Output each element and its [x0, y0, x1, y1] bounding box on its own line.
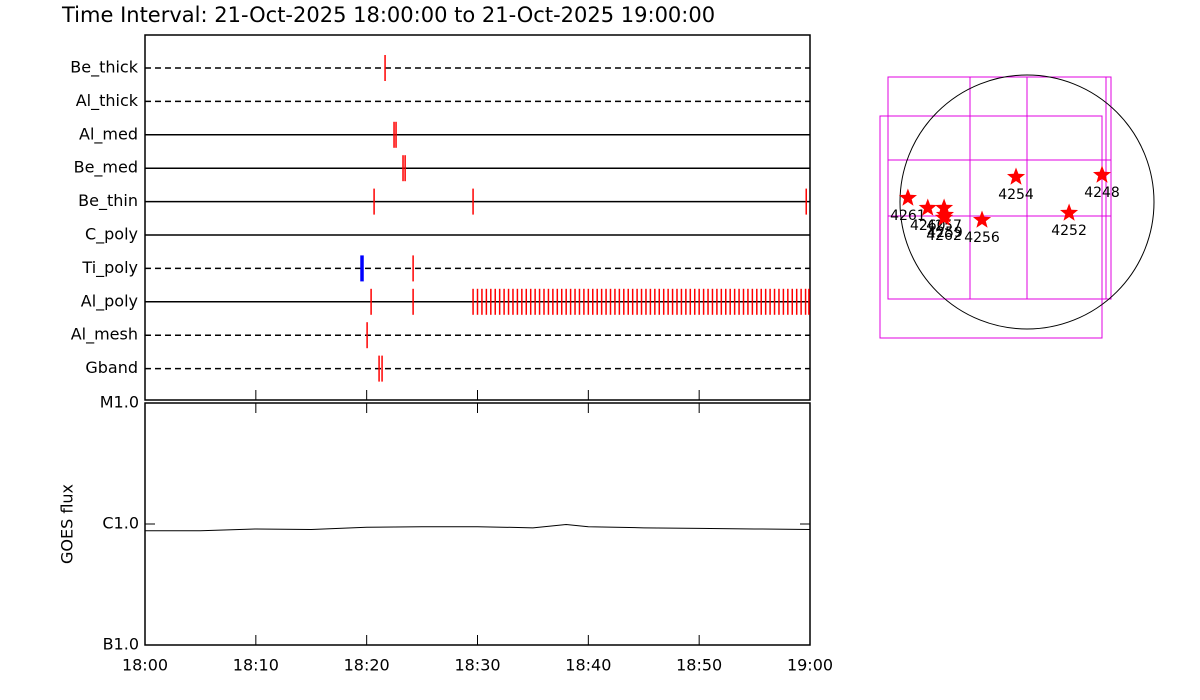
ar-star: [898, 188, 917, 206]
x-tick-label: 19:00: [787, 656, 833, 675]
x-tick-label: 18:10: [233, 656, 279, 675]
y-axis-label: GOES flux: [58, 484, 77, 564]
row-label: Gband: [85, 358, 138, 377]
x-tick-label: 18:20: [344, 656, 390, 675]
row-label: Al_med: [79, 124, 138, 144]
fov-box: [887, 76, 1112, 300]
fov-box: [879, 115, 1103, 339]
y-tick-label: C1.0: [102, 514, 139, 533]
ar-label: 4248: [1084, 185, 1120, 201]
ar-label: 4260: [910, 218, 946, 234]
fov-boxes: [879, 76, 1112, 339]
goes-line: [145, 524, 811, 532]
ar-label: 4252: [1051, 223, 1087, 239]
x-tick-label: 18:30: [454, 656, 500, 675]
timeline-frame: [144, 34, 811, 401]
ar-star: [935, 205, 954, 223]
ar-star: [1093, 165, 1111, 183]
goes-frame: [144, 402, 811, 646]
y-tick-label: M1.0: [100, 393, 139, 412]
ar-star: [935, 198, 954, 216]
ar-label: 4256: [964, 230, 1000, 246]
row-label: C_poly: [85, 225, 138, 245]
ar-star: [1007, 167, 1026, 185]
ar-label: 4261: [890, 208, 926, 224]
row-label: Al_poly: [81, 291, 138, 311]
ar-star: [918, 198, 937, 216]
row-label: Al_mesh: [71, 325, 138, 345]
x-tick-label: 18:00: [122, 656, 168, 675]
row-label: Al_thick: [76, 91, 139, 111]
ar-star: [1060, 203, 1079, 221]
x-tick-label: 18:50: [676, 656, 722, 675]
chart-title: Time Interval: 21-Oct-2025 18:00:00 to 2…: [61, 3, 715, 27]
row-label: Ti_poly: [81, 258, 138, 278]
solar-disk: [899, 74, 1155, 330]
ar-label: 4262: [926, 228, 962, 244]
ar-star: [973, 210, 992, 228]
row-label: Be_med: [74, 158, 138, 178]
ar-label: 4257: [926, 218, 962, 234]
ar-label: 4254: [998, 187, 1034, 203]
ar-label: 4259: [927, 225, 963, 241]
row-label: Be_thick: [70, 58, 138, 78]
row-label: Be_thin: [78, 191, 138, 211]
x-tick-label: 18:40: [565, 656, 611, 675]
y-tick-label: B1.0: [103, 635, 139, 654]
